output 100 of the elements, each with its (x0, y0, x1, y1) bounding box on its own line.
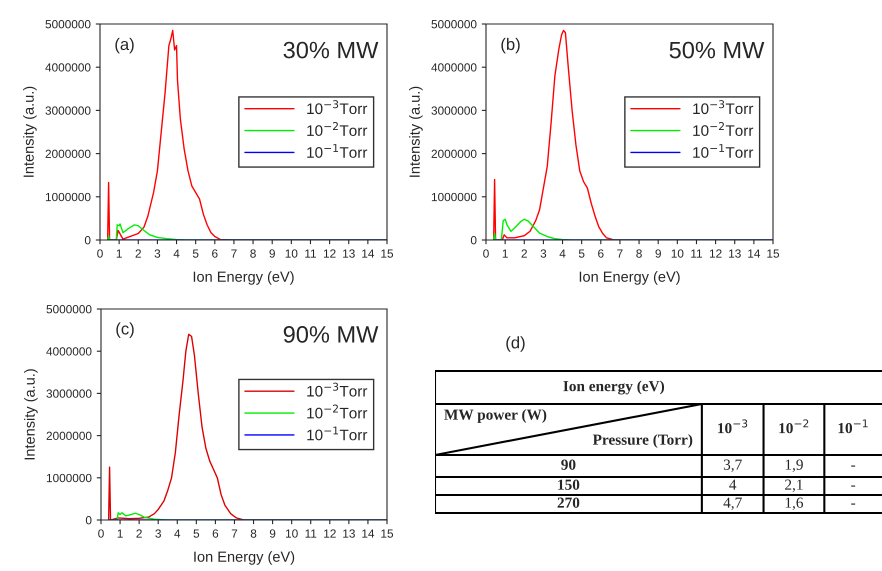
x-tick-label: 1 (118, 529, 123, 538)
x-axis-title: Ion Energy (eV) (194, 271, 294, 285)
annotation: 30% MW (284, 42, 378, 58)
x-axis-title: Ion Energy (eV) (580, 271, 680, 285)
x-tick-label: 7 (231, 249, 237, 258)
x-tick-label: 0 (98, 529, 104, 538)
legend-label: 10$^{−3}$Torr (693, 100, 754, 114)
x-tick-label: 5 (192, 249, 198, 258)
y-axis-title: Intensity (a.u.) (23, 86, 37, 177)
x-tick-label: 10 (286, 529, 298, 538)
y-tick-label: 4000000 (431, 63, 477, 72)
legend-label: 10$^{−2}$Torr (693, 122, 754, 136)
x-tick-label: 4 (174, 249, 180, 258)
x-tick-label: 6 (212, 249, 218, 258)
x-tick-label: 6 (598, 249, 604, 258)
x-tick-label: 8 (250, 529, 256, 538)
annotation: (b) (501, 38, 520, 54)
x-tick-label: 13 (729, 249, 741, 258)
x-tick-label: 5 (194, 529, 200, 538)
legend-label: 10$^{−3}$Torr (307, 382, 368, 397)
x-tick-label: 15 (767, 249, 780, 258)
text: 10$^{−2}$ (779, 419, 808, 434)
x-tick-label: 9 (269, 249, 275, 258)
y-tick-label: 0 (470, 236, 477, 244)
x-tick-label: 6 (212, 529, 218, 538)
x-tick-label: 2 (136, 249, 141, 258)
legend-label: 10$^{−1}$Torr (307, 426, 368, 440)
text: 3,7 (724, 460, 742, 472)
x-tick-label: 0 (97, 249, 103, 258)
text: 90 (561, 460, 576, 470)
x-tick-label: 5 (578, 249, 584, 258)
text: 150 (558, 480, 580, 490)
x-tick-label: 15 (381, 529, 394, 538)
x-tick-label: 15 (381, 249, 394, 258)
y-axis-title: Intensity (a.u.) (409, 86, 423, 177)
y-tick-label: 5000000 (431, 20, 477, 28)
y-tick-label: 5000000 (45, 20, 91, 28)
x-tick-label: 10 (286, 249, 298, 258)
annotation: (c) (116, 322, 134, 338)
x-tick-label: 1 (116, 249, 122, 258)
text: - (851, 466, 856, 467)
x-tick-label: 8 (250, 249, 256, 258)
y-tick-label: 4000000 (46, 347, 92, 356)
y-tick-label: 1000000 (432, 192, 477, 202)
y-tick-label: 1000000 (46, 192, 91, 202)
text: 2,1 (785, 480, 803, 492)
text: - (851, 504, 856, 505)
x-tick-label: 8 (636, 249, 642, 258)
y-tick-label: 3000000 (45, 106, 91, 115)
text: MW power (W) (444, 409, 546, 423)
y-axis-title: Intensity (a.u.) (24, 369, 38, 460)
y-tick-label: 3000000 (46, 389, 92, 398)
y-tick-label: 1000000 (46, 474, 92, 482)
text: 4 (729, 480, 736, 490)
x-tick-label: 7 (617, 249, 623, 258)
y-tick-label: 2000000 (46, 432, 92, 440)
x-tick-label: 11 (306, 529, 316, 538)
x-tick-label: 2 (136, 529, 142, 538)
x-tick-label: 14 (362, 249, 374, 258)
x-tick-label: 10 (672, 249, 684, 258)
x-tick-label: 7 (232, 529, 238, 538)
text: (d) (506, 336, 525, 352)
x-tick-label: 4 (560, 249, 566, 258)
x-tick-label: 4 (174, 529, 180, 538)
x-axis-title: Ion Energy (eV) (194, 551, 294, 565)
legend-label: 10$^{−2}$Torr (307, 404, 368, 418)
text: 4,7 (723, 498, 742, 510)
legend-label: 10$^{−1}$Torr (693, 144, 754, 158)
x-tick-label: 0 (483, 249, 489, 258)
x-tick-label: 3 (155, 529, 161, 538)
legend-label: 10$^{−3}$Torr (307, 100, 368, 114)
legend-label: 10$^{−1}$Torr (307, 144, 368, 158)
x-tick-label: 3 (540, 249, 546, 258)
x-tick-label: 13 (343, 249, 355, 258)
text: - (851, 486, 856, 487)
y-tick-label: 4000000 (45, 63, 91, 72)
x-tick-label: 12 (324, 249, 336, 258)
x-tick-label: 9 (270, 529, 276, 538)
x-tick-label: 3 (154, 249, 160, 258)
y-tick-label: 5000000 (46, 305, 92, 314)
text: Pressure (Torr) (592, 434, 692, 448)
legend-label: 10$^{−2}$Torr (307, 122, 368, 136)
x-tick-label: 14 (748, 249, 760, 258)
text: Ion energy (eV) (563, 380, 664, 394)
annotation: 50% MW (670, 42, 764, 58)
x-tick-label: 1 (502, 249, 508, 258)
text: 10$^{−1}$ (838, 419, 868, 434)
annotation: 90% MW (284, 326, 378, 343)
x-tick-label: 2 (522, 249, 527, 258)
y-tick-label: 2000000 (46, 150, 91, 158)
y-tick-label: 0 (86, 516, 92, 524)
text: 270 (558, 498, 580, 508)
y-tick-label: 0 (84, 236, 91, 244)
x-tick-label: 13 (343, 529, 355, 538)
x-tick-label: 9 (655, 249, 661, 258)
text: 10$^{−3}$ (718, 419, 748, 434)
y-tick-label: 3000000 (431, 106, 477, 115)
y-tick-label: 2000000 (432, 150, 477, 158)
text: 1,6 (786, 498, 804, 510)
text: 1,9 (786, 460, 803, 472)
